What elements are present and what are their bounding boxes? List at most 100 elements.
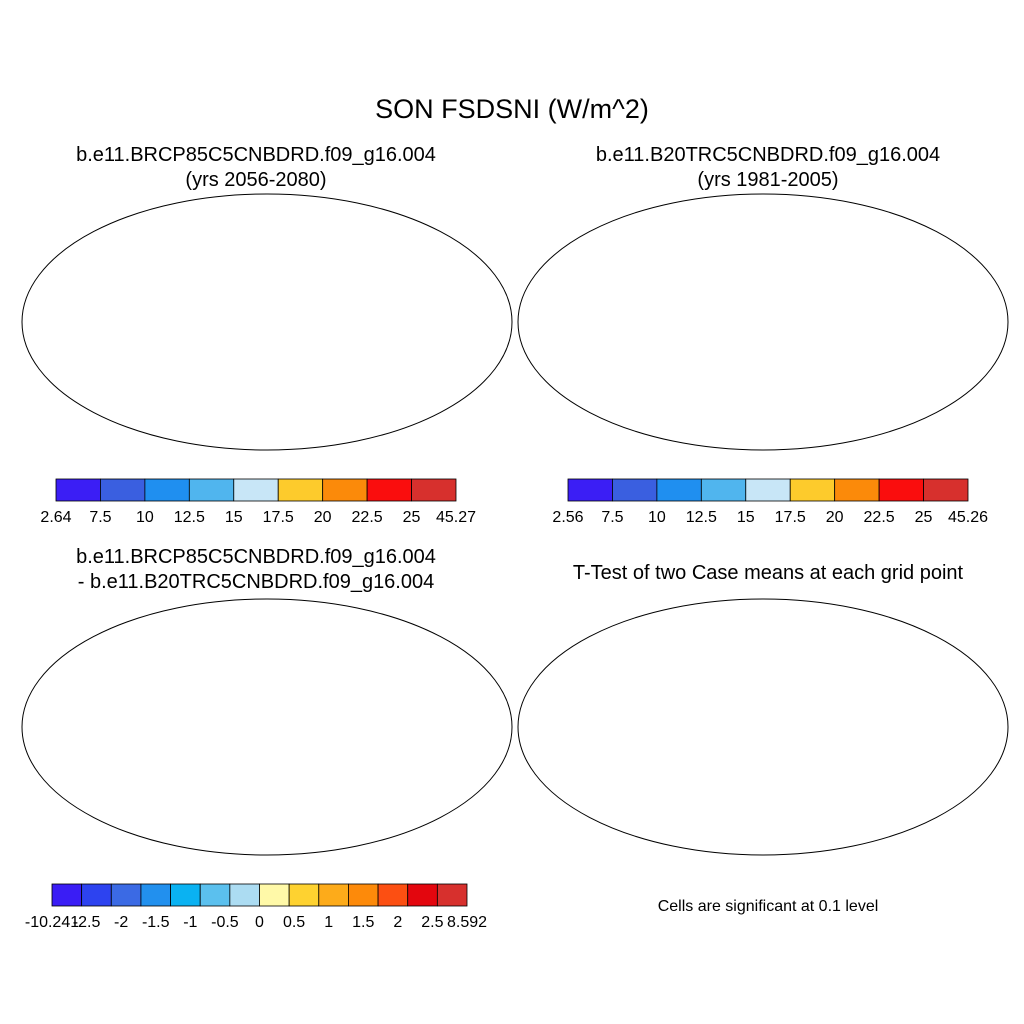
- colorbar-tick-label: 17.5: [775, 509, 806, 526]
- figure-title: SON FSDSNI (W/m^2): [375, 94, 649, 124]
- colorbar-swatch: [411, 478, 457, 502]
- colorbar-swatch: [348, 883, 379, 907]
- colorbar-tick-label: -1.5: [142, 914, 170, 931]
- panel-ttest-title: T-Test of two Case means at each grid po…: [572, 562, 964, 584]
- colorbar-swatch: [834, 478, 880, 502]
- colorbar-tick-label: 45.26: [948, 509, 988, 526]
- colorbar-future: 2.64 7.5 10 12.5 15 17.5 20 22.5 25 45.27: [40, 478, 476, 526]
- map-panel-difference: [21, 598, 513, 856]
- antarctic-positive-zone: [187, 835, 417, 847]
- colorbar-swatch: [322, 478, 368, 502]
- panel-historical-title: b.e11.B20TRC5CNBDRD.f09_g16.004: [595, 144, 941, 166]
- colorbar-swatch: [878, 478, 924, 502]
- antarctic-warm-edge: [127, 432, 427, 440]
- colorbar-tick-label: 22.5: [864, 509, 895, 526]
- colorbar-swatch: [110, 883, 142, 907]
- colorbar-swatch: [170, 883, 201, 907]
- colorbar-tick-label: 1.5: [352, 914, 374, 931]
- colorbar-swatch: [318, 883, 349, 907]
- colorbar-swatch: [567, 478, 613, 502]
- colorbar-tick-label: 25: [403, 509, 421, 526]
- north-cold-zone: [593, 210, 943, 237]
- colorbar-swatch: [144, 478, 190, 502]
- colorbar-tick-label: 25: [915, 509, 933, 526]
- colorbar-tick-label: 8.592: [447, 914, 487, 931]
- colorbar-swatch: [366, 478, 412, 502]
- colorbar-swatch: [188, 478, 235, 502]
- south-america-hot-zone: [182, 354, 222, 417]
- significance-note: Cells are significant at 0.1 level: [657, 898, 879, 915]
- africa-hot-zone: [743, 300, 815, 382]
- colorbar-swatch: [436, 883, 468, 907]
- colorbar-swatch: [656, 478, 702, 502]
- colorbar-historical: 2.56 7.5 10 12.5 15 17.5 20 22.5 25 45.26: [552, 478, 988, 526]
- antarctic-warm-edge: [623, 432, 923, 440]
- map-outline: [517, 193, 1009, 451]
- colorbar-swatch: [259, 883, 290, 907]
- colorbar-swatch: [745, 478, 791, 502]
- panel-difference-title: b.e11.BRCP85C5CNBDRD.f09_g16.004: [76, 546, 436, 568]
- north-cold-zone: [97, 210, 447, 237]
- colorbar-tick-label: 2.64: [40, 509, 71, 526]
- colorbar-tick-label: 10: [136, 509, 154, 526]
- panel-historical-years: (yrs 1981-2005): [697, 169, 839, 191]
- colorbar-tick-label: -2: [114, 914, 128, 931]
- colorbar-tick-label: 45.27: [436, 509, 476, 526]
- colorbar-swatch: [229, 883, 260, 907]
- arabia-hot-zone: [803, 292, 843, 317]
- panel-future-title: b.e11.BRCP85C5CNBDRD.f09_g16.004: [76, 144, 436, 166]
- colorbar-swatch: [923, 478, 969, 502]
- colorbar-tick-label: 0.5: [283, 914, 305, 931]
- colorbar-swatch: [81, 883, 112, 907]
- colorbar-tick-label: 17.5: [263, 509, 294, 526]
- colorbar-swatch: [612, 478, 658, 502]
- colorbar-tick-label: 2.56: [552, 509, 583, 526]
- map-panel-future: [21, 193, 513, 451]
- colorbar-swatch: [789, 478, 836, 502]
- colorbar-swatch: [233, 478, 279, 502]
- colorbar-tick-label: -1: [183, 914, 197, 931]
- south-america-hot-zone: [678, 354, 718, 417]
- colorbar-tick-label: 12.5: [174, 509, 205, 526]
- colorbar-tick-label: -2.5: [73, 914, 101, 931]
- colorbar-swatch: [140, 883, 171, 907]
- colorbar-tick-label: 1: [324, 914, 333, 931]
- colorbar-swatch: [199, 883, 231, 907]
- colorbar-tick-label: -10.241: [25, 914, 79, 931]
- map-panel-historical: [517, 193, 1009, 451]
- colorbar-swatch: [377, 883, 409, 907]
- colorbar-swatch: [100, 478, 146, 502]
- colorbar-tick-label: -0.5: [211, 914, 239, 931]
- colorbar-swatch: [288, 883, 320, 907]
- panel-future-years: (yrs 2056-2080): [185, 169, 327, 191]
- colorbar-tick-label: 0: [255, 914, 264, 931]
- colorbar-tick-label: 2: [393, 914, 402, 931]
- colorbar-tick-label: 20: [826, 509, 844, 526]
- colorbar-tick-label: 22.5: [352, 509, 383, 526]
- arabia-hot-zone: [307, 292, 347, 317]
- colorbar-tick-label: 10: [648, 509, 666, 526]
- map-outline: [21, 598, 513, 856]
- colorbar-swatch: [55, 478, 101, 502]
- colorbar-swatch: [51, 883, 83, 907]
- europe-positive-zone: [267, 637, 322, 662]
- map-panel-ttest: [517, 598, 1009, 856]
- colorbar-swatch: [700, 478, 747, 502]
- colorbar-difference: -10.241-2.5 -2 -1.5 -1 -0.5 0 0.5 1 1.5 2 2.5 8.592: [25, 883, 487, 931]
- map-outline: [21, 193, 513, 451]
- colorbar-tick-label: 15: [737, 509, 755, 526]
- colorbar-tick-label: 12.5: [686, 509, 717, 526]
- insignificant-zone-europe: [753, 657, 808, 687]
- colorbar-tick-label: 20: [314, 509, 332, 526]
- colorbar-tick-label: 7.5: [601, 509, 623, 526]
- africa-hot-zone: [247, 300, 319, 382]
- colorbar-tick-label: 7.5: [89, 509, 111, 526]
- colorbar-tick-label: 2.5: [421, 914, 443, 931]
- colorbar-swatch: [407, 883, 438, 907]
- colorbar-swatch: [277, 478, 324, 502]
- colorbar-tick-label: 15: [225, 509, 243, 526]
- africa-negative-zone: [277, 745, 307, 772]
- map-outline: [517, 598, 1009, 856]
- panel-difference-subtitle: - b.e11.B20TRC5CNBDRD.f09_g16.004: [77, 571, 435, 593]
